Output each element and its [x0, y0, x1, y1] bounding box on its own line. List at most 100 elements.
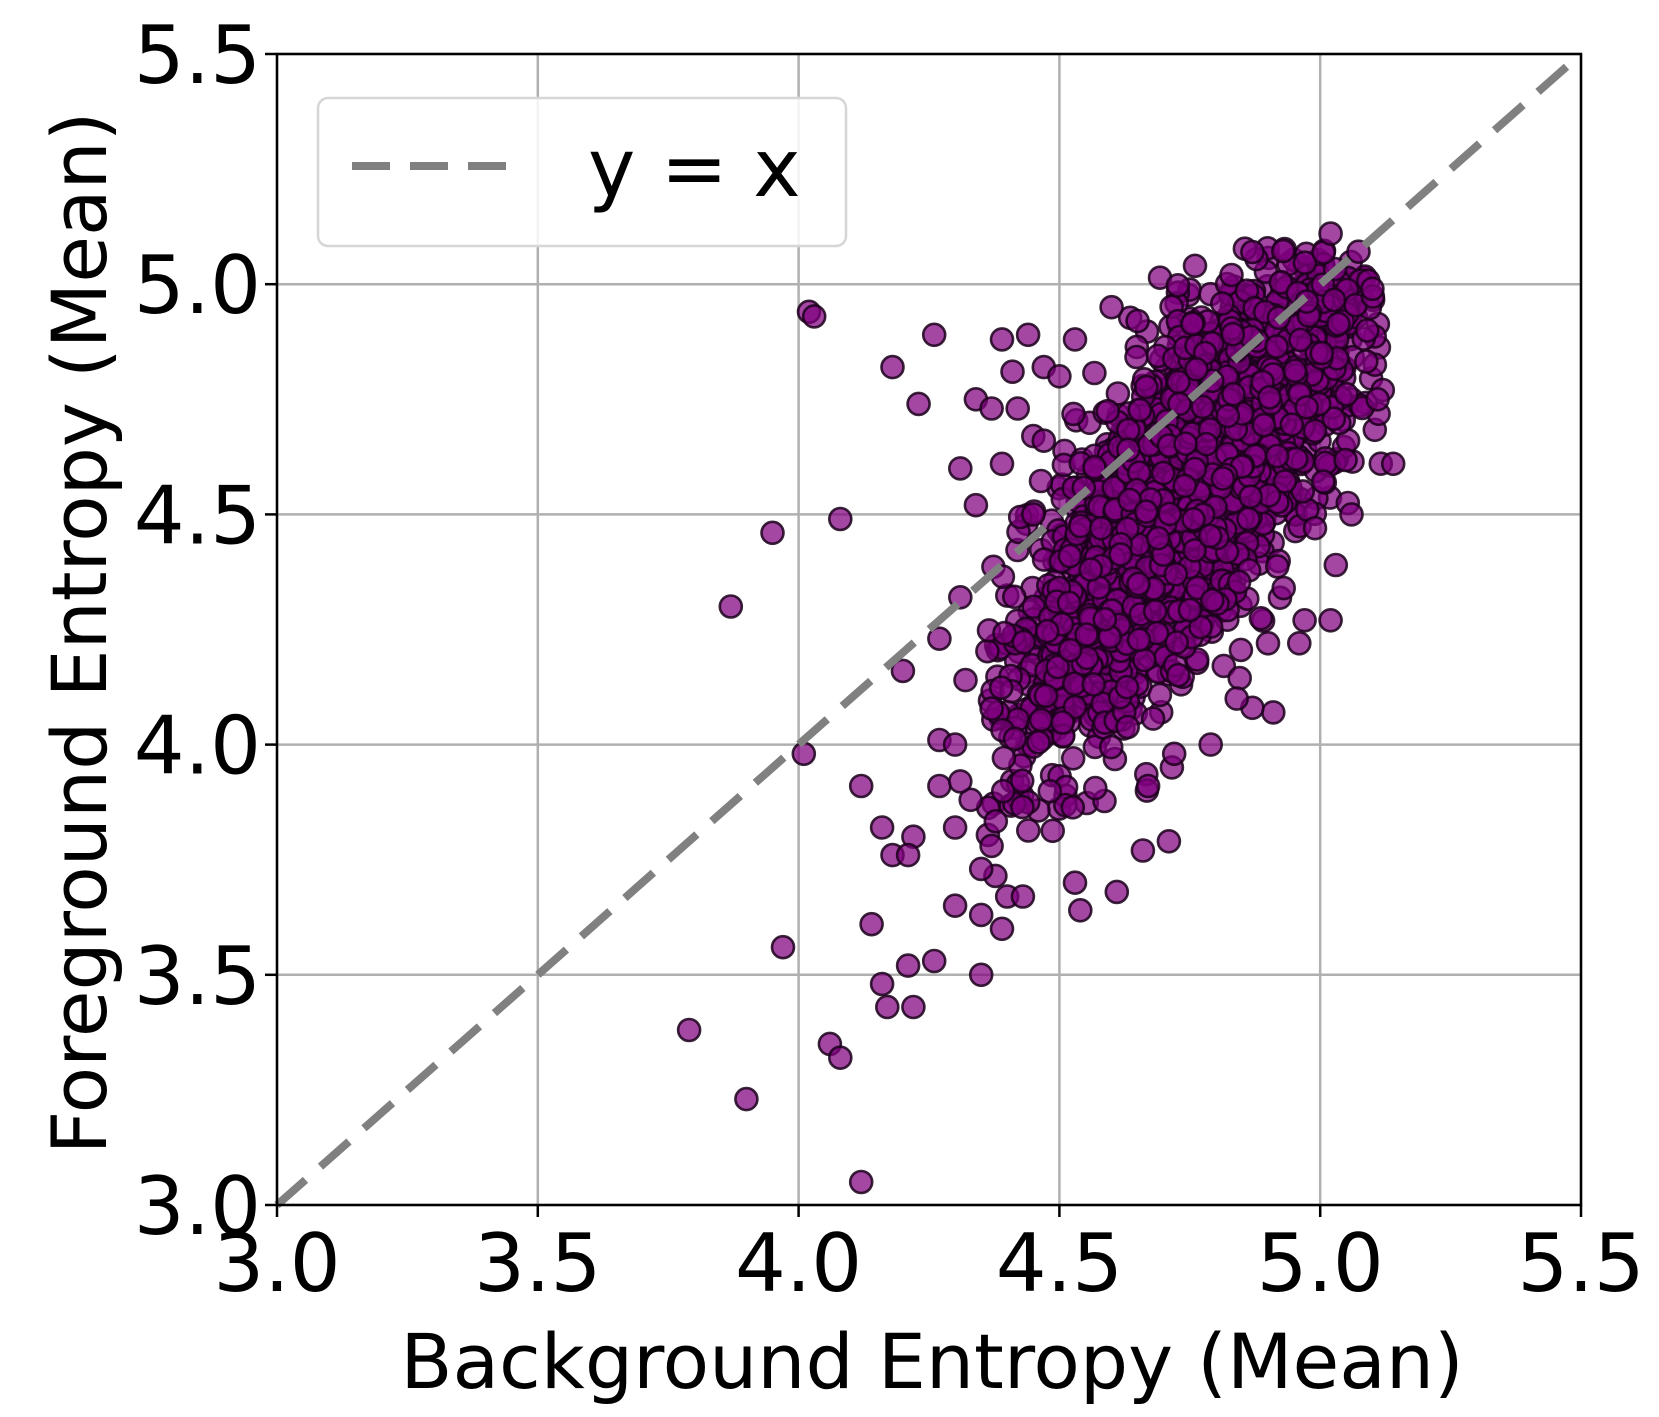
scatter-point [942, 732, 968, 757]
scatter-point [1272, 469, 1298, 494]
scatter-point [1257, 384, 1282, 410]
scatter-point [942, 815, 968, 840]
scatter-point [1210, 466, 1236, 491]
scatter-point [1339, 502, 1364, 527]
scatter-point [991, 745, 1017, 771]
scatter-point [1311, 469, 1336, 494]
scatter-point [1057, 543, 1083, 569]
scatter-point [1140, 706, 1166, 731]
scatter-point [1271, 575, 1296, 601]
scatter-point [801, 304, 827, 329]
scatter-point [1104, 879, 1130, 905]
scatter-point [1068, 897, 1093, 923]
scatter-point [989, 327, 1015, 352]
scatter-point [1172, 473, 1198, 499]
scatter-point [1001, 584, 1027, 610]
scatter-point [1198, 732, 1223, 757]
scatter-point [901, 994, 926, 1020]
scatter-point [1224, 686, 1249, 711]
y-tick-label: 5.0 [134, 239, 261, 332]
scatter-point [1228, 637, 1254, 663]
scatter-point [1279, 412, 1305, 438]
scatter-point [968, 902, 994, 928]
scatter-point [895, 842, 921, 868]
scatter-point [1037, 778, 1063, 804]
scatter-point [718, 594, 744, 619]
scatter-point [1166, 369, 1191, 395]
scatter-point [1165, 272, 1191, 298]
scatter-point [1010, 794, 1035, 820]
scatter-point [1321, 406, 1347, 432]
scatter-point [927, 626, 952, 652]
scatter-point [676, 1017, 702, 1043]
scatter-point [1210, 291, 1235, 316]
scatter-point [1355, 318, 1380, 343]
scatter-point [1028, 707, 1054, 733]
scatter-point [1240, 239, 1265, 265]
y-tick-label: 4.0 [134, 700, 261, 793]
scatter-point [942, 893, 968, 919]
scatter-point [1060, 794, 1086, 820]
scatter-point [1264, 443, 1290, 469]
y-tick-label: 3.0 [134, 1160, 261, 1253]
scatter-point [1200, 588, 1225, 613]
legend: y = x [316, 96, 848, 248]
scatter-point [1248, 605, 1274, 631]
scatter-point [1221, 381, 1246, 407]
scatter-point [1157, 501, 1182, 527]
scatter-point [1288, 327, 1313, 353]
scatter-point [921, 322, 947, 348]
scatter-point [1082, 454, 1107, 480]
legend-label: y = x [588, 122, 801, 215]
scatter-point [1125, 308, 1150, 334]
scatter-point [1078, 557, 1103, 582]
scatter-point [927, 773, 952, 799]
scatter-point [1114, 674, 1140, 700]
scatter-point [921, 948, 947, 974]
scatter-point [1057, 637, 1083, 663]
scatter-point [1161, 741, 1187, 767]
scatter-point [1271, 238, 1296, 264]
scatter-point [988, 675, 1014, 701]
scatter-point [770, 934, 796, 960]
scatter-point [848, 1169, 874, 1195]
y-tick-label: 4.5 [134, 469, 261, 562]
scatter-point [859, 911, 884, 937]
y-tick-label: 5.5 [134, 9, 261, 102]
scatter-point [1197, 523, 1223, 549]
scatter-point [1181, 506, 1206, 532]
scatter-point [989, 451, 1015, 477]
scatter-point [869, 815, 895, 840]
scatter-point [1145, 525, 1171, 551]
scatter-point [1083, 775, 1108, 801]
scatter-point [1227, 665, 1252, 691]
scatter-point [1282, 358, 1308, 384]
scatter-point [1015, 322, 1041, 348]
scatter-point [979, 396, 1004, 421]
scatter-point [1092, 606, 1118, 632]
scatter-point [1098, 734, 1124, 760]
scatter-point [1056, 590, 1082, 616]
scatter-point [1164, 630, 1189, 655]
y-tick-label: 3.5 [134, 930, 261, 1023]
scatter-point [1163, 561, 1189, 587]
scatter-point [1031, 428, 1057, 454]
scatter-point [1124, 344, 1149, 370]
scatter-point [1135, 773, 1161, 799]
scatter-point [1292, 607, 1317, 633]
scatter-point [1302, 418, 1328, 444]
scatter-point [1251, 412, 1277, 438]
scatter-point [1047, 363, 1072, 389]
scatter-point [1156, 828, 1182, 854]
scatter-point [1010, 884, 1036, 909]
scatter-point [1173, 431, 1198, 457]
scatter-point [1061, 401, 1086, 427]
scatter-point [1182, 253, 1208, 279]
scatter-point [953, 667, 978, 693]
scatter-point [1026, 729, 1051, 755]
scatter-point [1033, 683, 1059, 709]
scatter-point [1021, 502, 1046, 527]
scatter-point [1292, 250, 1318, 276]
scatter-point [1334, 381, 1359, 407]
x-tick-label: 4.5 [996, 1217, 1123, 1310]
